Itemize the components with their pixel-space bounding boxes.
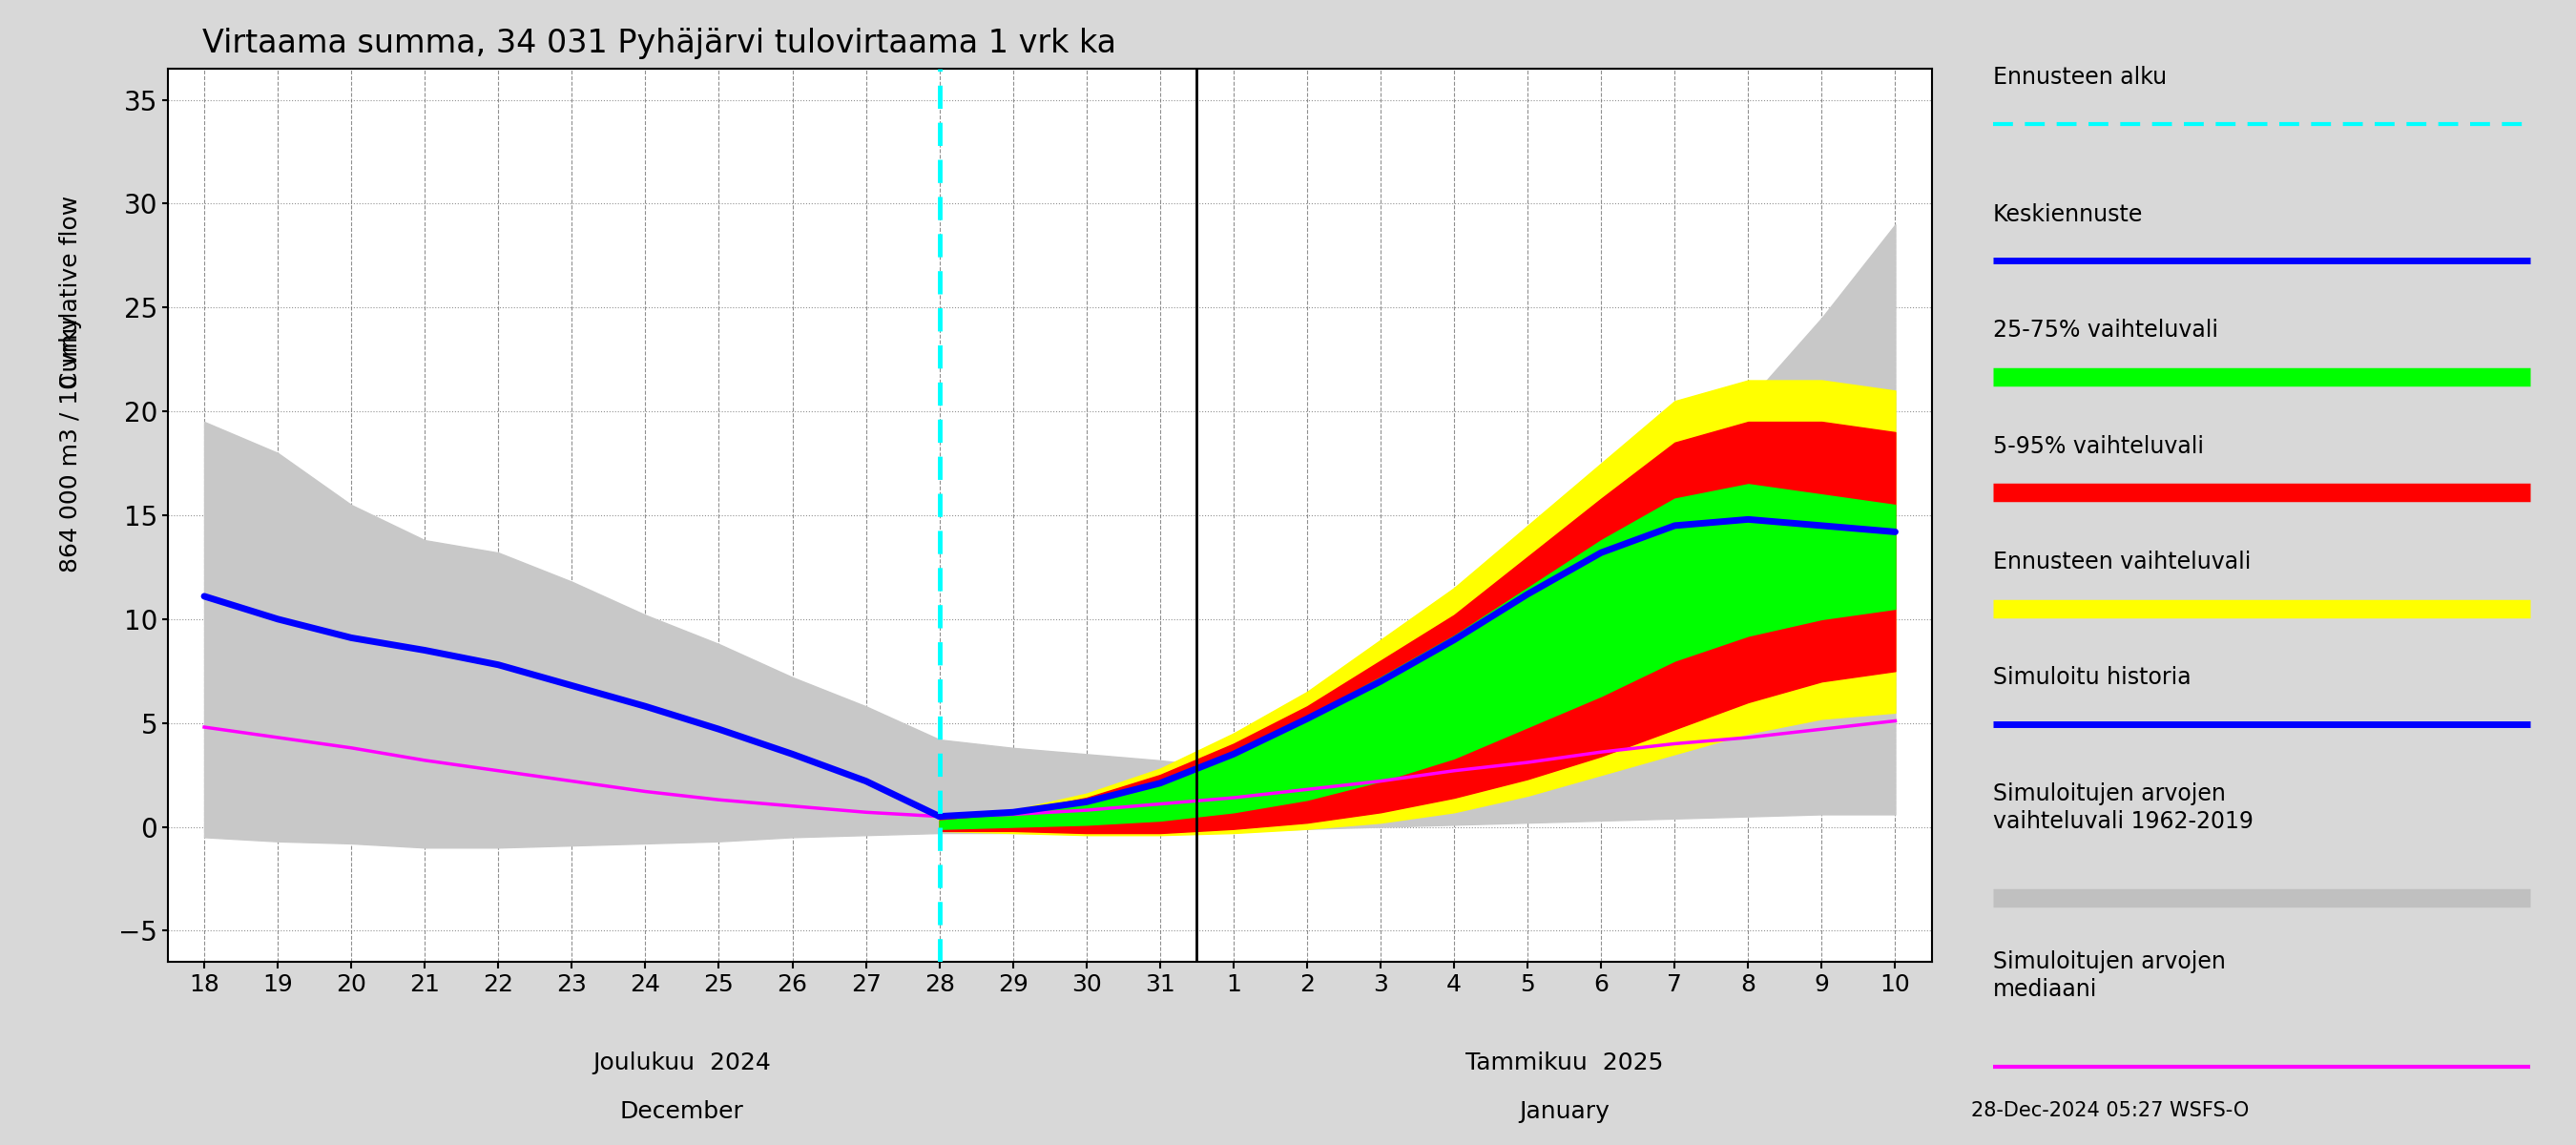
- Text: Cumulative flow: Cumulative flow: [59, 196, 82, 388]
- Text: Simuloitujen arvojen
mediaani: Simuloitujen arvojen mediaani: [1994, 950, 2226, 1001]
- Text: Ennusteen vaihteluvali: Ennusteen vaihteluvali: [1994, 551, 2251, 574]
- Text: Simuloitujen arvojen
vaihteluvali 1962-2019: Simuloitujen arvojen vaihteluvali 1962-2…: [1994, 782, 2254, 832]
- Text: Virtaama summa, 34 031 Pyhäjärvi tulovirtaama 1 vrk ka: Virtaama summa, 34 031 Pyhäjärvi tulovir…: [204, 27, 1118, 60]
- Text: 28-Dec-2024 05:27 WSFS-O: 28-Dec-2024 05:27 WSFS-O: [1971, 1101, 2249, 1120]
- Text: Simuloitu historia: Simuloitu historia: [1994, 666, 2190, 689]
- Text: 5-95% vaihteluvali: 5-95% vaihteluvali: [1994, 435, 2202, 458]
- Text: January: January: [1520, 1100, 1610, 1123]
- Text: December: December: [621, 1100, 744, 1123]
- Text: Tammikuu  2025: Tammikuu 2025: [1466, 1051, 1664, 1074]
- Text: Keskiennuste: Keskiennuste: [1994, 203, 2143, 226]
- Text: Joulukuu  2024: Joulukuu 2024: [592, 1051, 770, 1074]
- Text: 864 000 m3 / 10 vrky: 864 000 m3 / 10 vrky: [59, 315, 82, 572]
- Text: Ennusteen alku: Ennusteen alku: [1994, 66, 2166, 89]
- Text: 25-75% vaihteluvali: 25-75% vaihteluvali: [1994, 318, 2218, 341]
